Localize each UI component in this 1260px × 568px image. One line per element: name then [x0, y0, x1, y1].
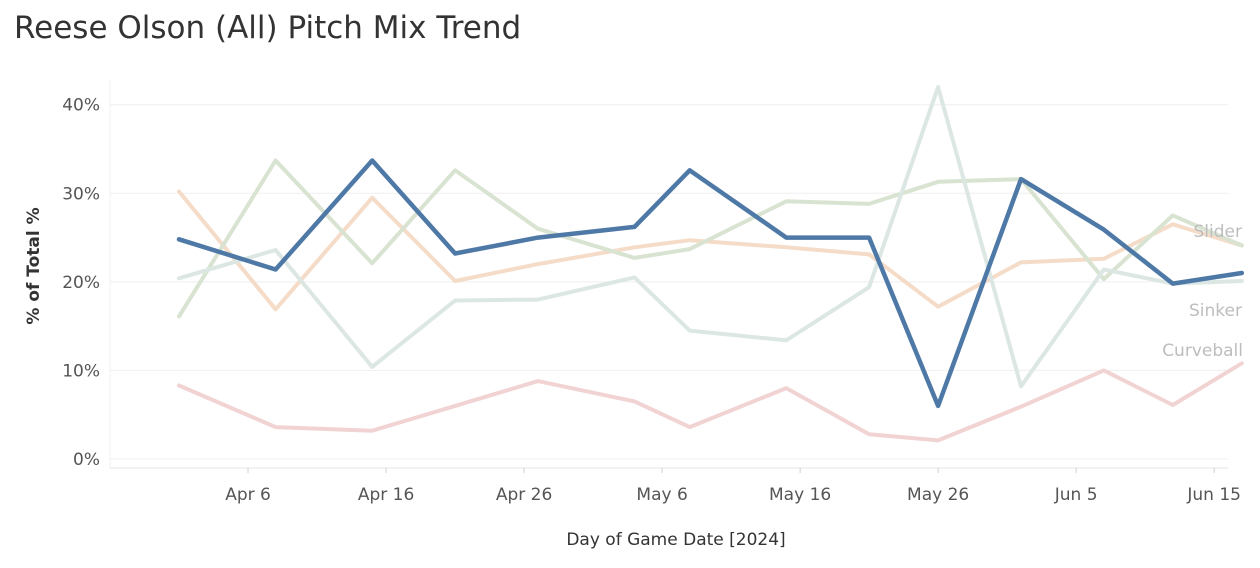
series-line-sinker: [177, 85, 1244, 389]
x-axis-title: Day of Game Date [2024]: [566, 530, 785, 550]
x-tick-label: Jun 15: [1186, 485, 1241, 505]
series-line-unlabeled-green: [177, 158, 1244, 319]
x-tick-label: Apr 6: [225, 485, 271, 505]
x-tick-label: May 6: [636, 485, 687, 505]
gridlines: [109, 80, 1228, 469]
y-tick-label: 20%: [62, 273, 100, 293]
y-axis-ticks: 0% 10% 20% 30% 40%: [62, 96, 100, 470]
series-label-slider: Slider: [1194, 222, 1242, 242]
x-tick-label: Jun 5: [1054, 485, 1098, 505]
y-tick-label: 0%: [73, 450, 100, 470]
y-axis-title: % of Total %: [24, 207, 44, 324]
series-lines: [176, 85, 1245, 443]
x-tick-label: May 26: [907, 485, 969, 505]
series-line-curveball: [177, 361, 1244, 443]
y-tick-label: 10%: [62, 361, 100, 381]
series-label-curveball: Curveball: [1162, 341, 1243, 361]
chart-title: Reese Olson (All) Pitch Mix Trend: [14, 10, 522, 46]
x-tick-label: May 16: [769, 485, 831, 505]
x-tick-label: Apr 26: [496, 485, 552, 505]
y-tick-label: 40%: [62, 96, 100, 116]
series-line-fastball: [176, 158, 1245, 409]
x-axis-ticks: Apr 6 Apr 16 Apr 26 May 6 May 16 May 26 Jun 5 J…: [225, 468, 1241, 505]
series-labels: Slider Sinker Curveball: [1162, 222, 1243, 361]
x-tick-label: Apr 16: [358, 485, 414, 505]
y-tick-label: 30%: [62, 184, 100, 204]
series-label-sinker: Sinker: [1189, 301, 1242, 321]
